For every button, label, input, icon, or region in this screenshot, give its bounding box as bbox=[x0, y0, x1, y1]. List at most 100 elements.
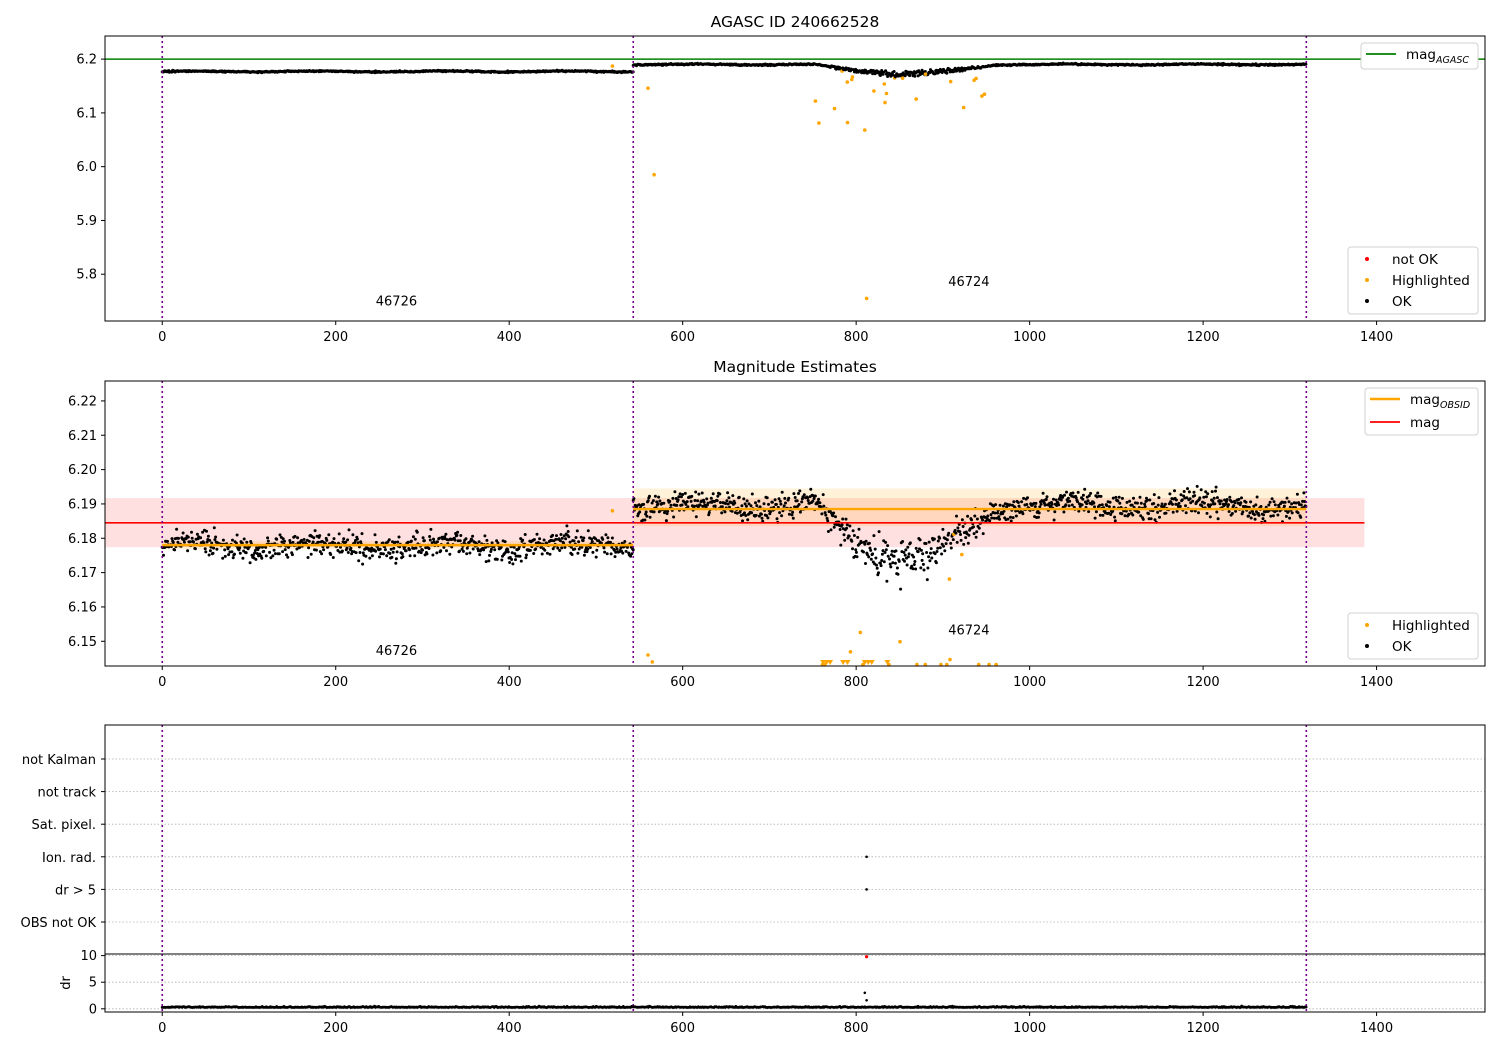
ok-point bbox=[1108, 500, 1112, 504]
dr-not-ok-point bbox=[865, 955, 869, 959]
ok-point bbox=[903, 74, 907, 78]
ok-point bbox=[1209, 503, 1213, 507]
legend-marker bbox=[1365, 299, 1369, 303]
ok-point bbox=[959, 538, 963, 542]
highlighted-point bbox=[650, 660, 655, 664]
ok-point bbox=[930, 556, 934, 560]
ok-point bbox=[823, 511, 827, 515]
ok-point bbox=[519, 559, 523, 563]
ok-point bbox=[576, 551, 580, 555]
ok-point bbox=[331, 556, 335, 559]
ok-point bbox=[577, 540, 581, 544]
ok-point bbox=[847, 534, 851, 538]
ok-point bbox=[884, 540, 888, 544]
highlighted-point bbox=[961, 105, 966, 110]
ok-point bbox=[358, 551, 362, 554]
ok-point bbox=[508, 561, 512, 564]
ok-point bbox=[1202, 501, 1206, 505]
ok-point bbox=[1098, 503, 1102, 507]
ok-point bbox=[871, 552, 875, 556]
ok-point bbox=[1158, 515, 1161, 519]
ok-point bbox=[669, 503, 673, 507]
ok-point bbox=[994, 503, 998, 507]
clipped-highlight-marker bbox=[868, 660, 875, 665]
ok-point bbox=[927, 555, 931, 559]
ok-point bbox=[696, 499, 700, 503]
ok-point bbox=[280, 540, 284, 544]
ok-point bbox=[740, 504, 744, 508]
ok-point bbox=[409, 539, 413, 543]
ok-point bbox=[754, 513, 758, 517]
ok-point bbox=[706, 501, 710, 505]
ok-point bbox=[809, 487, 813, 491]
ok-point bbox=[175, 527, 179, 531]
ok-point bbox=[1174, 498, 1178, 502]
ok-point bbox=[692, 504, 696, 508]
ok-point bbox=[1241, 510, 1245, 514]
ok-point bbox=[586, 547, 590, 551]
ok-point bbox=[697, 492, 701, 496]
ok-point bbox=[652, 510, 656, 514]
ok-point bbox=[273, 552, 277, 556]
ok-point bbox=[774, 502, 778, 506]
ok-point bbox=[821, 493, 825, 497]
ok-point bbox=[826, 519, 830, 523]
ok-point bbox=[779, 502, 783, 506]
ok-point bbox=[1175, 509, 1179, 513]
ok-point bbox=[832, 525, 836, 529]
ok-point bbox=[346, 551, 350, 554]
ok-point bbox=[361, 562, 365, 566]
ok-point bbox=[415, 530, 419, 534]
highlighted-point bbox=[872, 89, 876, 93]
ok-point bbox=[606, 536, 610, 540]
ok-point bbox=[609, 552, 613, 556]
highlighted-point bbox=[882, 82, 887, 86]
ok-point bbox=[406, 540, 410, 544]
ok-point bbox=[551, 533, 555, 537]
ok-point bbox=[332, 537, 336, 541]
ok-point bbox=[918, 538, 922, 542]
ok-point bbox=[560, 546, 564, 550]
ok-point bbox=[395, 550, 399, 554]
ok-point bbox=[483, 534, 487, 538]
ok-point bbox=[396, 540, 400, 544]
ok-point bbox=[1099, 494, 1103, 498]
ok-point bbox=[787, 496, 791, 500]
ok-point bbox=[671, 496, 675, 500]
x-tick-label: 200 bbox=[323, 675, 348, 690]
x-tick-label: 400 bbox=[497, 330, 522, 345]
ok-point bbox=[429, 527, 433, 531]
dr-point bbox=[1304, 1005, 1308, 1009]
ok-point bbox=[1033, 505, 1037, 509]
ok-point bbox=[889, 565, 893, 569]
ok-point bbox=[878, 74, 882, 77]
ok-point bbox=[190, 536, 194, 540]
ok-point bbox=[392, 546, 396, 550]
ok-point bbox=[940, 71, 944, 74]
flag-category-label: dr > 5 bbox=[55, 883, 96, 898]
ok-point bbox=[1227, 510, 1231, 513]
ok-point bbox=[1139, 501, 1143, 505]
ok-point bbox=[825, 516, 829, 520]
ok-point bbox=[1101, 513, 1105, 517]
ok-point bbox=[1208, 505, 1212, 509]
ok-point bbox=[889, 74, 893, 78]
ok-point bbox=[1014, 514, 1018, 518]
ok-point bbox=[630, 552, 634, 556]
ok-point bbox=[1059, 498, 1063, 502]
ok-point bbox=[313, 529, 317, 533]
ok-point bbox=[361, 551, 365, 555]
ok-point bbox=[716, 494, 720, 498]
ok-point bbox=[854, 548, 858, 552]
ok-point bbox=[1247, 514, 1251, 518]
ok-point bbox=[602, 546, 606, 550]
ok-point bbox=[700, 491, 704, 495]
x-tick-label: 1400 bbox=[1360, 330, 1393, 345]
ok-point bbox=[1016, 501, 1020, 504]
ok-point bbox=[206, 534, 210, 538]
ok-point bbox=[840, 523, 844, 527]
ok-point bbox=[523, 533, 527, 536]
ok-point bbox=[665, 512, 669, 516]
ok-point bbox=[1156, 503, 1160, 507]
ok-point bbox=[1163, 502, 1167, 506]
